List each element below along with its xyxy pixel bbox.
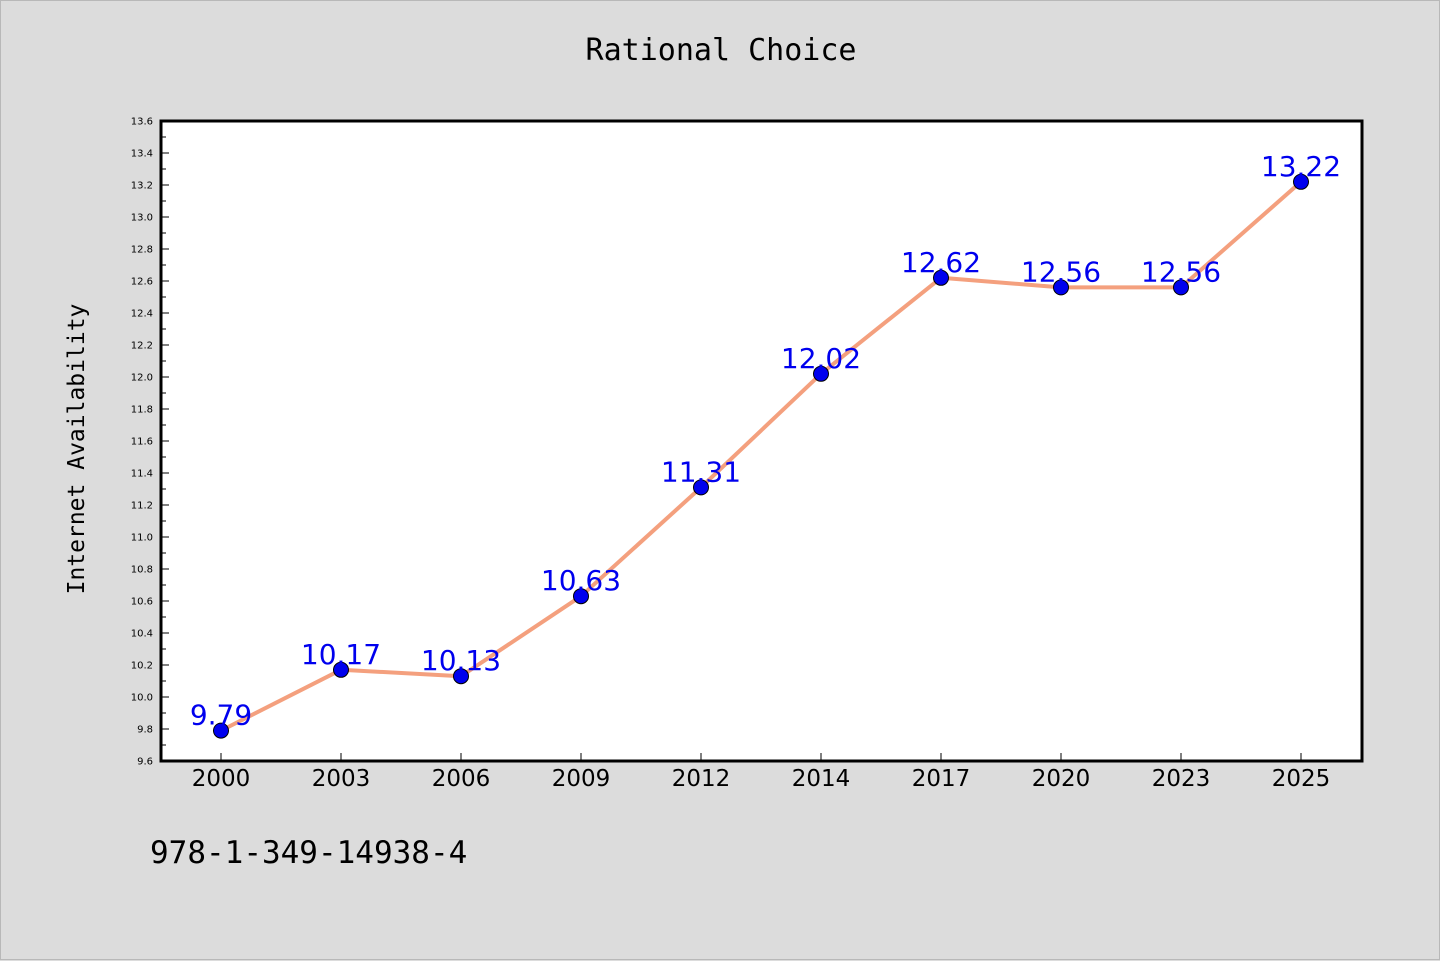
y-tick-label: 10.2 xyxy=(131,661,153,672)
series-layer: 9.79 10.17 10.13 10.63 11.31 12.02 12.62 12.56 1… xyxy=(190,150,1341,739)
data-label: 10.17 xyxy=(301,638,381,671)
data-point xyxy=(1053,279,1069,296)
series-line xyxy=(219,179,1303,733)
data-point xyxy=(813,365,829,382)
x-tick-label: 2025 xyxy=(1272,766,1331,792)
x-tick-label: 2012 xyxy=(672,766,731,792)
y-tick-label: 9.6 xyxy=(137,757,153,768)
data-label: 12.02 xyxy=(781,342,861,375)
data-label: 10.13 xyxy=(421,644,501,677)
y-tick-label: 12.4 xyxy=(131,309,153,320)
data-point xyxy=(573,588,589,605)
y-tick-label: 10.0 xyxy=(131,693,153,704)
data-label: 10.63 xyxy=(541,564,621,597)
y-axis: 9.6 9.8 10.0 10.2 10.4 10.6 10.8 11.0 11.2 11.4 11… xyxy=(131,117,169,768)
y-tick-label: 9.8 xyxy=(137,725,153,736)
y-tick-label: 13.2 xyxy=(131,181,153,192)
plot-area xyxy=(159,119,1364,763)
data-point xyxy=(213,722,229,739)
chart-title: Rational Choice xyxy=(585,33,857,68)
y-tick-label: 12.8 xyxy=(131,245,153,256)
y-tick-label: 12.2 xyxy=(131,341,153,352)
x-tick-label: 2023 xyxy=(1152,766,1211,792)
data-label: 12.62 xyxy=(901,246,981,279)
data-label: 11.31 xyxy=(661,455,741,488)
x-axis: 2000 2003 2006 2009 2012 2014 2017 2020 2023 2025 xyxy=(192,753,1331,792)
y-tick-label: 11.0 xyxy=(131,533,153,544)
y-tick-label: 11.8 xyxy=(131,405,153,416)
data-point xyxy=(453,668,469,685)
y-tick-label: 10.6 xyxy=(131,597,153,608)
y-tick-label: 12.6 xyxy=(131,277,153,288)
x-tick-label: 2006 xyxy=(432,766,491,792)
x-tick-label: 2017 xyxy=(912,766,971,792)
data-label: 12.56 xyxy=(1141,255,1221,288)
y-tick-label: 13.0 xyxy=(131,213,153,224)
data-point xyxy=(933,269,949,286)
x-tick-label: 2003 xyxy=(312,766,371,792)
data-point xyxy=(1173,279,1189,296)
data-label: 13.22 xyxy=(1261,150,1341,183)
data-label: 12.56 xyxy=(1021,255,1101,288)
data-point xyxy=(693,479,709,496)
x-tick-label: 2000 xyxy=(192,766,251,792)
x-tick-label: 2020 xyxy=(1032,766,1091,792)
data-point xyxy=(333,661,349,678)
y-tick-label: 12.0 xyxy=(131,373,153,384)
y-tick-label: 10.4 xyxy=(131,629,153,640)
y-tick-label: 10.8 xyxy=(131,565,153,576)
isbn-text: 978-1-349-14938-4 xyxy=(150,835,468,871)
y-tick-label: 13.6 xyxy=(131,117,153,128)
y-tick-label: 11.4 xyxy=(131,469,153,480)
x-tick-label: 2014 xyxy=(792,766,851,792)
y-tick-label: 11.2 xyxy=(131,501,153,512)
y-tick-label: 11.6 xyxy=(131,437,153,448)
y-tick-label: 13.4 xyxy=(131,149,153,160)
x-tick-label: 2009 xyxy=(552,766,611,792)
data-point xyxy=(1293,173,1309,190)
data-label: 9.79 xyxy=(190,699,252,732)
